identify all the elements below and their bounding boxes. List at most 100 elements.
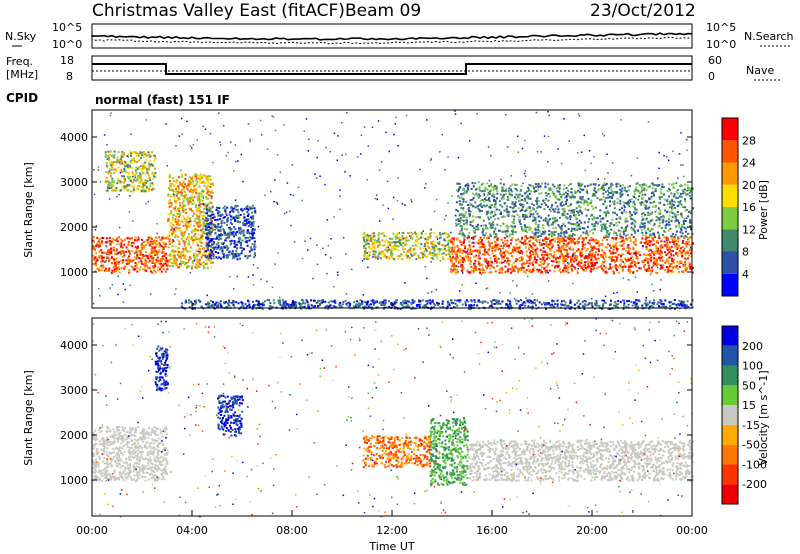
power-cell: [100, 255, 103, 258]
power-cell: [583, 306, 585, 309]
power-cell: [645, 302, 648, 305]
power-cell: [678, 249, 681, 252]
power-cell: [643, 266, 646, 269]
power-cell: [609, 256, 612, 259]
power-cell: [251, 230, 254, 233]
power-cell: [605, 246, 608, 249]
power-cell: [188, 306, 191, 309]
power-cell: [656, 271, 659, 274]
power-cell: [189, 183, 192, 185]
power-cell: [673, 239, 676, 242]
power-cell: [108, 161, 111, 164]
power-cell: [593, 245, 596, 248]
power-cell: [188, 240, 191, 243]
power-cell: [133, 268, 136, 271]
power-cell: [212, 217, 214, 220]
power-cell: [675, 251, 678, 254]
power-cell: [664, 251, 667, 254]
power-cell: [663, 236, 666, 239]
power-cell: [447, 248, 450, 251]
power-cell: [135, 166, 138, 169]
power-cell: [168, 205, 171, 208]
power-cell: [195, 174, 198, 177]
power-cell: [467, 257, 470, 260]
power-cell: [669, 270, 671, 273]
power-cell: [126, 175, 129, 178]
power-cell: [645, 243, 648, 246]
power-cell: [679, 247, 682, 250]
power-cell: [627, 259, 630, 261]
power-cell: [545, 302, 548, 304]
power-cell: [130, 237, 133, 240]
power-cell: [644, 206, 647, 209]
power-cell: [233, 226, 236, 228]
power-cell: [633, 225, 636, 228]
power-cell: [461, 264, 464, 266]
power-cell: [507, 303, 510, 306]
power-cell: [658, 224, 661, 227]
power-cell: [151, 151, 154, 154]
power-cell: [624, 202, 627, 204]
power-cell: [654, 206, 657, 209]
power-cell: [393, 246, 396, 249]
power-cell: [484, 250, 486, 253]
power-cell: [137, 245, 139, 248]
power-cell: [674, 307, 676, 310]
power-cell: [364, 247, 367, 250]
power-cell: [269, 302, 272, 305]
power-cell: [512, 261, 515, 264]
power-cell: [521, 267, 523, 270]
power-cell: [511, 266, 514, 269]
power-cell: [318, 300, 321, 303]
power-cell: [211, 211, 214, 213]
power-cell: [114, 262, 116, 264]
power-cell: [131, 173, 134, 176]
power-cell: [125, 170, 128, 173]
power-cell: [494, 228, 497, 231]
power-cell: [661, 246, 664, 249]
power-cell: [489, 204, 492, 207]
power-cell: [603, 236, 606, 239]
power-cell: [139, 175, 142, 178]
power-cell: [409, 235, 411, 237]
power-cell: [112, 171, 115, 174]
power-cell: [108, 236, 111, 239]
power-cell: [366, 242, 369, 245]
power-cell: [586, 247, 589, 250]
power-cell: [412, 301, 415, 304]
power-cell: [252, 304, 255, 307]
power-cell: [367, 257, 370, 260]
power-cell: [169, 255, 172, 258]
power-cell: [689, 303, 692, 306]
power-cell: [660, 305, 663, 308]
power-cell: [461, 252, 464, 255]
power-cell: [612, 304, 615, 307]
power-cell: [367, 237, 370, 240]
power-cell: [488, 218, 491, 221]
power-cell: [107, 172, 110, 175]
power-cell: [630, 259, 633, 262]
power-cell: [528, 246, 531, 249]
power-cell: [95, 257, 98, 260]
power-cell: [616, 249, 619, 252]
power-cell: [682, 240, 684, 242]
power-cell: [625, 305, 628, 308]
power-cell: [109, 164, 112, 167]
power-cell: [688, 210, 690, 213]
power-cell: [346, 302, 349, 304]
power-cell: [691, 271, 694, 274]
power-cell: [424, 242, 427, 245]
power-cell: [204, 228, 207, 231]
power-cell: [678, 251, 681, 254]
power-cell: [384, 299, 387, 302]
power-cell: [630, 301, 633, 303]
power-cell: [101, 240, 104, 243]
power-cell: [515, 302, 518, 305]
power-cell: [196, 218, 199, 220]
power-cell: [414, 252, 417, 255]
power-cell: [435, 246, 438, 249]
power-cell: [681, 302, 684, 305]
power-cell: [200, 193, 203, 196]
power-cell: [610, 267, 613, 270]
power-cell: [129, 165, 131, 168]
